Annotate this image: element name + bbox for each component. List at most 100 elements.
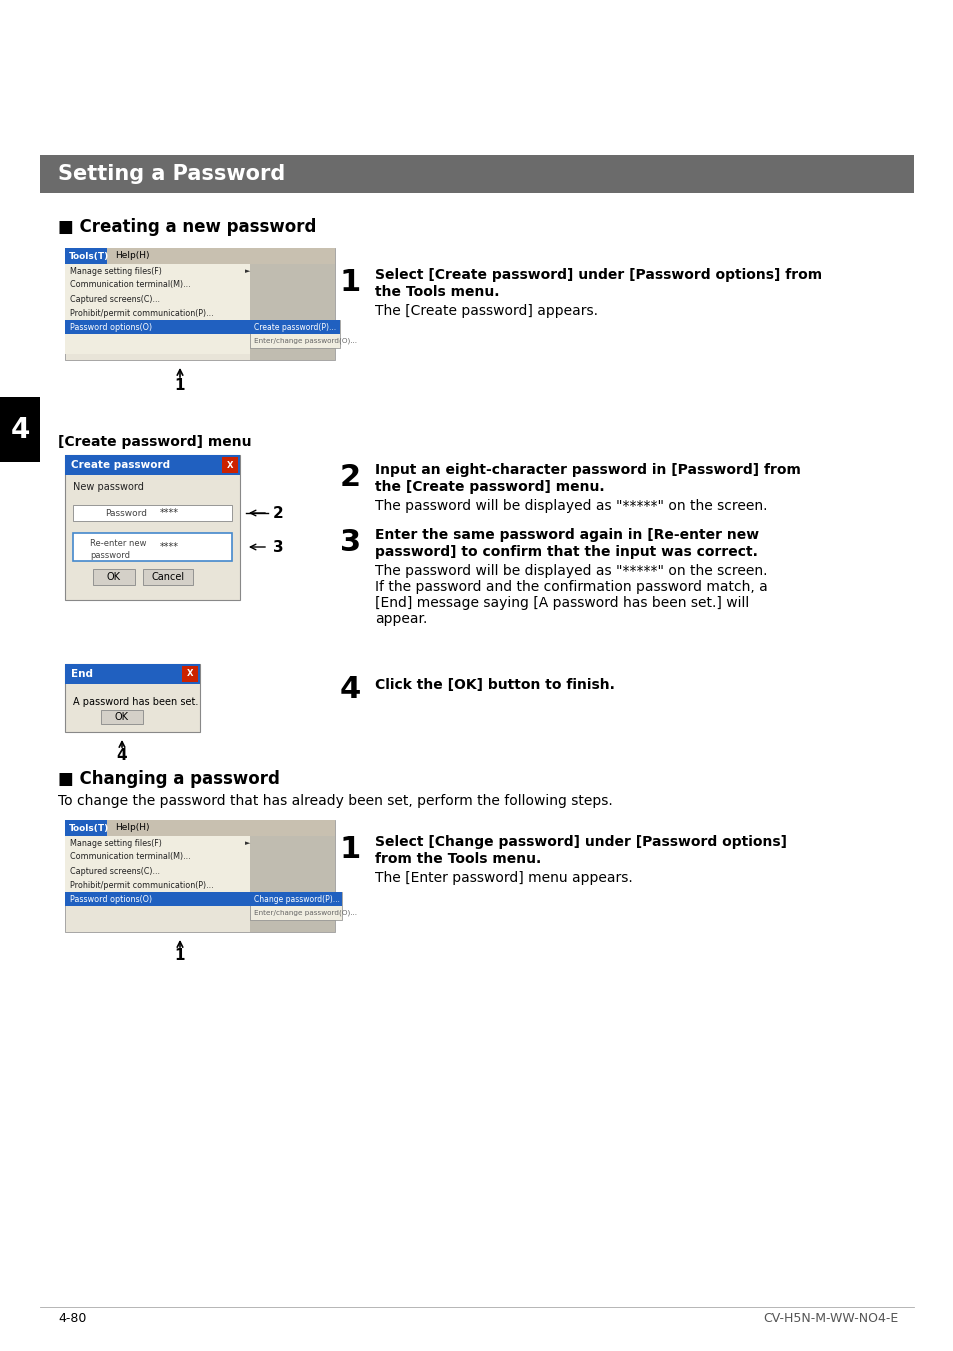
Bar bbox=[250, 320, 339, 349]
Bar bbox=[65, 280, 250, 354]
Text: End: End bbox=[71, 669, 92, 680]
Bar bbox=[65, 249, 107, 263]
Text: ****: **** bbox=[160, 542, 179, 553]
Text: Create password: Create password bbox=[71, 459, 170, 470]
Text: from the Tools menu.: from the Tools menu. bbox=[375, 852, 540, 866]
Text: Enter/change password(O)...: Enter/change password(O)... bbox=[253, 909, 356, 916]
Text: 1: 1 bbox=[174, 378, 185, 393]
Text: Help(H): Help(H) bbox=[115, 824, 150, 832]
Bar bbox=[65, 292, 250, 305]
Text: Click the [OK] button to finish.: Click the [OK] button to finish. bbox=[375, 678, 615, 692]
Text: Prohibit/permit communication(P)...: Prohibit/permit communication(P)... bbox=[70, 881, 213, 889]
Text: Password: Password bbox=[105, 508, 147, 517]
Bar bbox=[40, 155, 913, 193]
Text: New password: New password bbox=[73, 482, 144, 492]
Bar bbox=[65, 850, 250, 865]
Text: A password has been set.: A password has been set. bbox=[73, 697, 198, 707]
Bar bbox=[65, 263, 250, 278]
Bar bbox=[65, 663, 200, 732]
Text: Manage setting files(F): Manage setting files(F) bbox=[70, 266, 162, 276]
Text: ►: ► bbox=[245, 840, 250, 846]
Text: Manage setting files(F): Manage setting files(F) bbox=[70, 839, 162, 847]
Text: ■ Changing a password: ■ Changing a password bbox=[58, 770, 279, 788]
Text: Communication terminal(M)...: Communication terminal(M)... bbox=[70, 281, 191, 289]
Bar bbox=[250, 320, 339, 334]
Bar bbox=[182, 666, 198, 682]
Bar bbox=[65, 305, 250, 320]
Text: Input an eight-character password in [Password] from: Input an eight-character password in [Pa… bbox=[375, 463, 800, 477]
Text: 1: 1 bbox=[174, 948, 185, 963]
Text: 4: 4 bbox=[116, 748, 127, 763]
Text: Cancel: Cancel bbox=[152, 571, 184, 582]
Bar bbox=[101, 711, 143, 724]
Text: the [Create password] menu.: the [Create password] menu. bbox=[375, 480, 604, 494]
Text: [End] message saying [A password has been set.] will: [End] message saying [A password has bee… bbox=[375, 596, 748, 611]
Bar bbox=[65, 455, 240, 476]
Text: ►: ► bbox=[245, 267, 250, 274]
Text: 2: 2 bbox=[339, 463, 361, 492]
Text: The password will be displayed as "*****" on the screen.: The password will be displayed as "*****… bbox=[375, 499, 767, 513]
Bar bbox=[65, 820, 335, 836]
Text: Captured screens(C)...: Captured screens(C)... bbox=[70, 866, 160, 875]
Text: password: password bbox=[90, 550, 130, 559]
Text: Prohibit/permit communication(P)...: Prohibit/permit communication(P)... bbox=[70, 308, 213, 317]
Text: Tools(T): Tools(T) bbox=[69, 251, 110, 261]
Bar bbox=[250, 836, 335, 932]
Text: Select [Create password] under [Password options] from: Select [Create password] under [Password… bbox=[375, 267, 821, 282]
Text: 3: 3 bbox=[273, 539, 283, 554]
Text: OK: OK bbox=[115, 712, 129, 721]
Bar bbox=[65, 865, 250, 878]
Text: the Tools menu.: the Tools menu. bbox=[375, 285, 499, 299]
Bar bbox=[65, 249, 335, 359]
Text: Password options(O): Password options(O) bbox=[70, 323, 152, 331]
Bar bbox=[65, 878, 250, 892]
Bar bbox=[92, 569, 135, 585]
Bar bbox=[65, 320, 250, 334]
Text: ****: **** bbox=[160, 508, 179, 517]
Text: appear.: appear. bbox=[375, 612, 427, 626]
Bar bbox=[73, 534, 232, 561]
Text: Select [Change password] under [Password options]: Select [Change password] under [Password… bbox=[375, 835, 786, 848]
Bar bbox=[0, 397, 40, 462]
Bar bbox=[65, 278, 250, 292]
Bar bbox=[65, 249, 335, 263]
Text: Re-enter new: Re-enter new bbox=[90, 539, 147, 547]
Bar bbox=[65, 663, 200, 684]
Text: password] to confirm that the input was correct.: password] to confirm that the input was … bbox=[375, 544, 757, 559]
Text: 1: 1 bbox=[339, 267, 361, 297]
Bar bbox=[73, 505, 232, 521]
Text: 3: 3 bbox=[339, 528, 361, 557]
Text: 4-80: 4-80 bbox=[58, 1313, 87, 1325]
Text: Help(H): Help(H) bbox=[115, 251, 150, 261]
Bar bbox=[250, 892, 341, 920]
Text: X: X bbox=[227, 461, 233, 470]
Bar bbox=[65, 892, 250, 907]
Bar bbox=[250, 263, 335, 359]
Text: 4: 4 bbox=[10, 416, 30, 443]
Text: Setting a Password: Setting a Password bbox=[58, 163, 285, 184]
Text: OK: OK bbox=[107, 571, 121, 582]
Text: Create password(P)...: Create password(P)... bbox=[253, 323, 335, 331]
Text: Communication terminal(M)...: Communication terminal(M)... bbox=[70, 852, 191, 862]
Bar bbox=[222, 457, 237, 473]
Bar bbox=[65, 820, 335, 932]
Text: Enter/change password(O)...: Enter/change password(O)... bbox=[253, 338, 356, 345]
Text: 4: 4 bbox=[339, 676, 361, 704]
Text: Enter the same password again in [Re-enter new: Enter the same password again in [Re-ent… bbox=[375, 528, 759, 542]
Text: To change the password that has already been set, perform the following steps.: To change the password that has already … bbox=[58, 794, 612, 808]
Text: X: X bbox=[187, 670, 193, 678]
Text: Tools(T): Tools(T) bbox=[69, 824, 110, 832]
Bar bbox=[143, 569, 193, 585]
Text: Change password(P)...: Change password(P)... bbox=[253, 894, 339, 904]
Bar bbox=[65, 455, 240, 600]
Text: ■ Creating a new password: ■ Creating a new password bbox=[58, 218, 316, 236]
Text: If the password and the confirmation password match, a: If the password and the confirmation pas… bbox=[375, 580, 767, 594]
Text: [Create password] menu: [Create password] menu bbox=[58, 435, 252, 449]
Bar bbox=[65, 836, 250, 850]
Text: The password will be displayed as "*****" on the screen.: The password will be displayed as "*****… bbox=[375, 563, 767, 578]
Bar bbox=[65, 820, 107, 836]
Text: Password options(O): Password options(O) bbox=[70, 894, 152, 904]
Text: The [Create password] appears.: The [Create password] appears. bbox=[375, 304, 598, 317]
Text: The [Enter password] menu appears.: The [Enter password] menu appears. bbox=[375, 871, 632, 885]
Text: 2: 2 bbox=[273, 505, 283, 520]
